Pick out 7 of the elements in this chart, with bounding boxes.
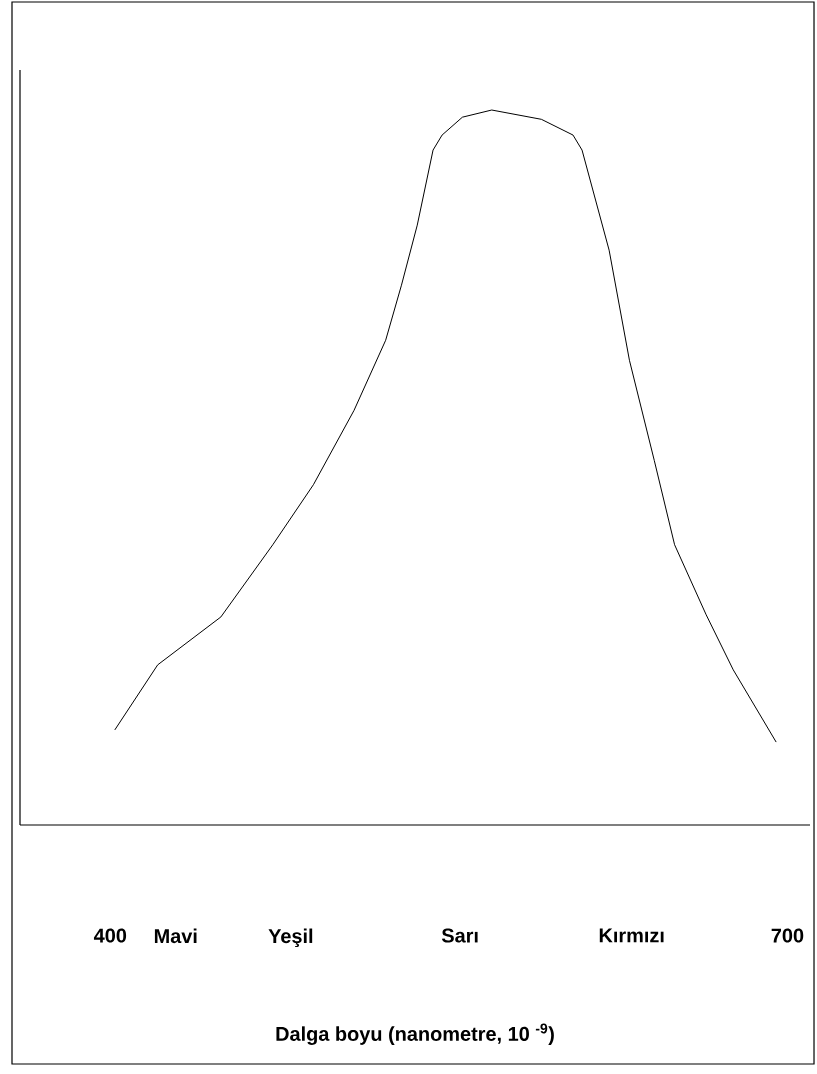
x-tick-label: Sarı bbox=[441, 928, 478, 943]
x-axis-title: Dalga boyu (nanometre, 10 $^{-9}$) bbox=[276, 1023, 554, 1045]
x-tick-label: Kırmızı bbox=[599, 928, 664, 943]
x-tick-label: Mavi bbox=[154, 928, 197, 944]
x-tick-label: Yeşil bbox=[268, 928, 313, 948]
x-tick-label: 400 bbox=[93, 928, 127, 943]
x-tick-label: 700 bbox=[771, 928, 804, 943]
